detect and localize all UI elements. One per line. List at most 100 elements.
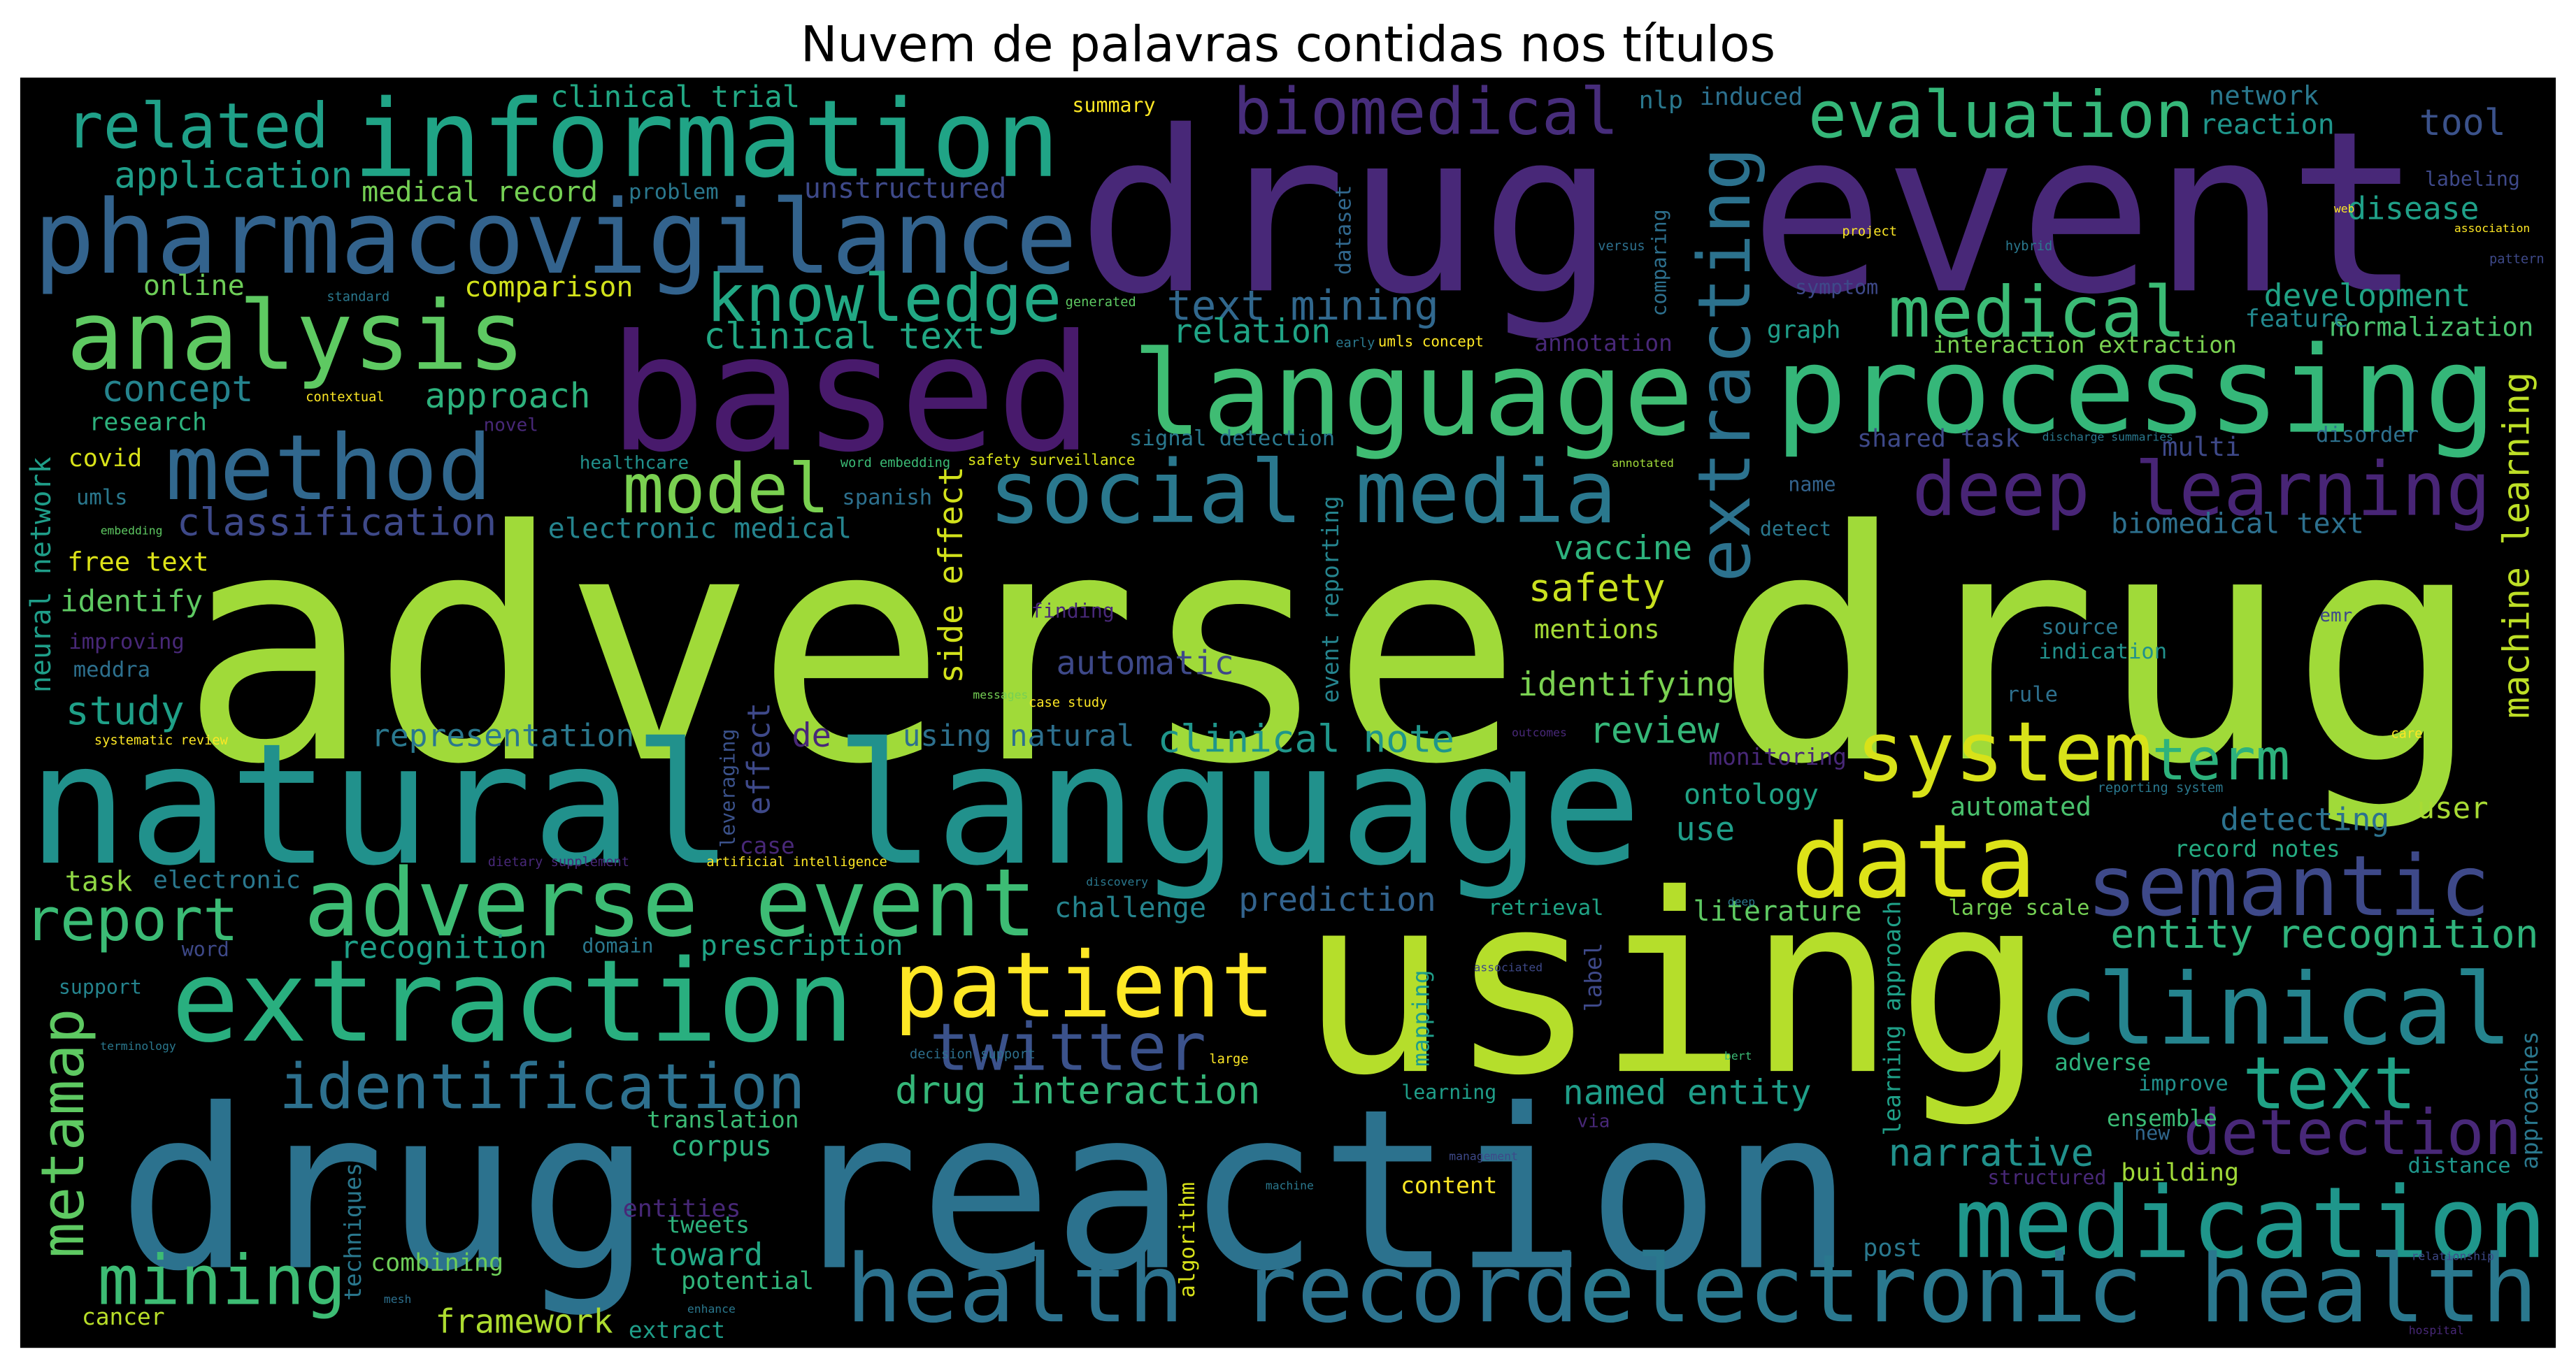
- word: outcomes: [1512, 726, 1567, 739]
- word: extracting: [1683, 147, 1767, 582]
- word: decision support: [910, 1047, 1036, 1062]
- word: induced: [1700, 82, 1803, 111]
- word: hybrid: [2005, 239, 2052, 254]
- word: techniques: [340, 1162, 366, 1301]
- word: social media: [989, 442, 1617, 543]
- word: content: [1401, 1172, 1497, 1199]
- word: user: [2417, 791, 2489, 825]
- word: structured: [1987, 1166, 2106, 1189]
- word: patient: [894, 933, 1275, 1038]
- word: shared task: [1857, 424, 2019, 453]
- word: drug interaction: [895, 1068, 1260, 1112]
- word: automated: [1950, 791, 2091, 822]
- word: metamap: [28, 1008, 97, 1258]
- word: use: [1675, 810, 1735, 849]
- word: machine: [1266, 1179, 1314, 1193]
- word: using natural: [903, 719, 1135, 753]
- word: embedding: [101, 524, 163, 537]
- word: retrieval: [1488, 896, 1603, 921]
- word: vaccine: [1554, 529, 1692, 568]
- word: effect: [741, 703, 778, 815]
- word: approach: [425, 375, 591, 416]
- word: learning: [1401, 1081, 1496, 1104]
- word: adverse event: [303, 849, 1037, 958]
- word: review: [1589, 710, 1719, 751]
- word: problem: [629, 180, 719, 204]
- word: record notes: [2175, 836, 2340, 863]
- word: messages: [973, 688, 1028, 701]
- word: text: [2242, 1042, 2417, 1126]
- word: healthcare: [580, 453, 689, 474]
- word: corpus: [671, 1130, 772, 1162]
- word: report: [24, 885, 238, 954]
- word: word embedding: [840, 456, 950, 470]
- word: method: [165, 415, 492, 521]
- word: model: [622, 449, 829, 529]
- word: artificial intelligence: [706, 855, 887, 870]
- word: study: [66, 689, 185, 734]
- word: related: [66, 90, 329, 163]
- word: care: [2391, 727, 2422, 742]
- word: automatic: [1056, 645, 1233, 683]
- word: via: [1577, 1111, 1610, 1132]
- word: algorithm: [1175, 1182, 1200, 1297]
- word: tweets: [666, 1212, 750, 1239]
- word: extraction: [171, 936, 854, 1068]
- word: clinical: [2038, 953, 2512, 1067]
- word: de: [792, 717, 831, 755]
- word: deep: [1728, 895, 1755, 908]
- word: data: [1791, 803, 2037, 921]
- word: neural network: [25, 456, 57, 693]
- word: research: [89, 408, 207, 436]
- word: monitoring: [1708, 744, 1847, 770]
- word: multi: [2162, 431, 2240, 462]
- word: challenge: [1054, 892, 1206, 924]
- word: extract: [629, 1317, 725, 1344]
- word: online: [143, 270, 245, 302]
- word: symptom: [1795, 276, 1878, 299]
- word: knowledge: [706, 261, 1062, 337]
- word: ontology: [1684, 779, 1819, 811]
- word: classification: [177, 501, 496, 545]
- word: detection: [2183, 1097, 2521, 1169]
- word: medical record: [362, 176, 598, 208]
- word: entity recognition: [2110, 912, 2538, 957]
- word: dietary supplement: [488, 855, 629, 870]
- word: annotation: [1534, 330, 1673, 357]
- word: contextual: [306, 390, 384, 405]
- word: relation: [1173, 312, 1331, 351]
- word: bert: [1724, 1049, 1752, 1063]
- word: development: [2264, 278, 2471, 314]
- word: post: [1863, 1234, 1922, 1262]
- word: ensemble: [2107, 1105, 2217, 1132]
- word: toward: [650, 1237, 763, 1273]
- word: network: [2209, 80, 2319, 110]
- word: standard: [327, 290, 389, 305]
- word: label: [1580, 942, 1607, 1011]
- word: approaches: [2517, 1031, 2543, 1169]
- word: clinical text: [703, 316, 985, 358]
- word: emr: [2319, 605, 2352, 626]
- word: free text: [67, 546, 208, 577]
- word: comparison: [464, 271, 633, 303]
- word: safety surveillance: [968, 452, 1136, 468]
- word: drug event: [1077, 83, 2421, 343]
- word: indication: [2038, 640, 2167, 664]
- word: medication: [1954, 1166, 2547, 1281]
- word: web: [2334, 202, 2355, 215]
- word: entities: [623, 1195, 741, 1223]
- word: named entity: [1563, 1072, 1811, 1112]
- word: reporting system: [2098, 781, 2224, 795]
- word: meddra: [73, 658, 150, 682]
- word: mesh: [384, 1293, 411, 1306]
- word: case study: [1029, 696, 1107, 710]
- word: adverse: [2054, 1049, 2151, 1076]
- word: improve: [2138, 1072, 2228, 1096]
- word: umls concept: [1378, 333, 1484, 350]
- cloud-background: [20, 78, 2556, 1348]
- word: graph: [1767, 316, 1841, 345]
- word: generated: [1066, 295, 1136, 310]
- word: distance: [2408, 1154, 2511, 1179]
- word: based: [609, 301, 1094, 488]
